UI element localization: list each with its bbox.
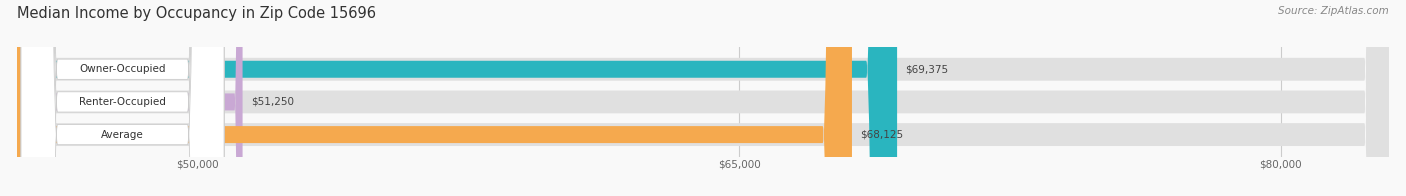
FancyBboxPatch shape <box>17 0 243 196</box>
Text: $51,250: $51,250 <box>250 97 294 107</box>
FancyBboxPatch shape <box>17 0 1389 196</box>
FancyBboxPatch shape <box>21 0 224 196</box>
Text: Average: Average <box>101 130 143 140</box>
FancyBboxPatch shape <box>17 0 1389 196</box>
FancyBboxPatch shape <box>17 0 897 196</box>
Text: Renter-Occupied: Renter-Occupied <box>79 97 166 107</box>
FancyBboxPatch shape <box>21 0 224 196</box>
Text: Owner-Occupied: Owner-Occupied <box>79 64 166 74</box>
FancyBboxPatch shape <box>21 0 224 196</box>
FancyBboxPatch shape <box>17 0 852 196</box>
Text: $69,375: $69,375 <box>905 64 949 74</box>
Text: $68,125: $68,125 <box>860 130 903 140</box>
Text: Source: ZipAtlas.com: Source: ZipAtlas.com <box>1278 6 1389 16</box>
Text: Median Income by Occupancy in Zip Code 15696: Median Income by Occupancy in Zip Code 1… <box>17 6 375 21</box>
FancyBboxPatch shape <box>17 0 1389 196</box>
